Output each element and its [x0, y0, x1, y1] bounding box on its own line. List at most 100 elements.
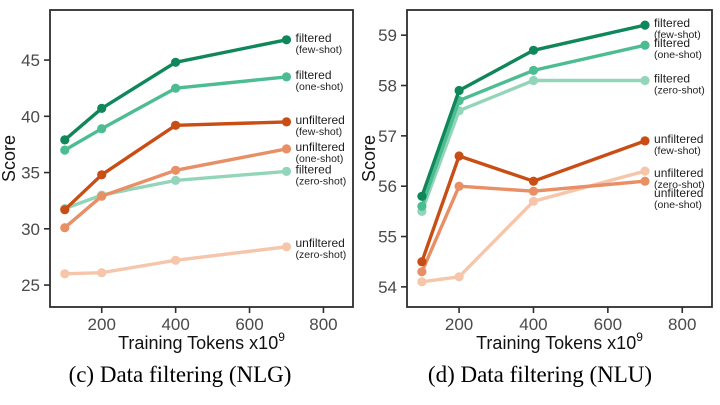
y-axis-label: Score [360, 135, 379, 182]
y-tick-label: 45 [21, 51, 40, 70]
x-tick-label: 800 [309, 315, 337, 334]
series-point-filtered-one-shot [417, 201, 427, 211]
series-point-filtered-few-shot [417, 191, 427, 201]
series-point-unfiltered-one-shot [417, 267, 427, 277]
series-sublabel-filtered-few-shot: (few-shot) [295, 44, 342, 56]
series-sublabel-filtered-zero-shot: (zero-shot) [654, 84, 705, 96]
series-point-unfiltered-one-shot [60, 223, 70, 233]
series-point-unfiltered-few-shot [640, 136, 650, 146]
y-tick-label: 59 [378, 26, 397, 45]
series-label-unfiltered-zero-shot: unfiltered [654, 166, 703, 180]
series-label-filtered-zero-shot: filtered [654, 71, 690, 85]
series-sublabel-unfiltered-one-shot: (one-shot) [295, 153, 343, 165]
series-point-unfiltered-zero-shot [171, 255, 181, 265]
y-tick-label: 30 [21, 220, 40, 239]
y-tick-label: 58 [378, 77, 397, 96]
series-point-unfiltered-zero-shot [281, 242, 292, 252]
series-point-filtered-few-shot [528, 45, 539, 55]
series-label-filtered-one-shot: filtered [295, 68, 331, 82]
series-point-unfiltered-zero-shot [60, 269, 70, 279]
x-tick-label: 400 [161, 315, 189, 334]
y-tick-label: 57 [378, 127, 397, 146]
series-point-unfiltered-few-shot [97, 170, 107, 180]
x-tick-label: 800 [668, 315, 696, 334]
series-point-filtered-one-shot [97, 124, 107, 134]
series-sublabel-filtered-zero-shot: (zero-shot) [295, 175, 346, 187]
series-sublabel-filtered-one-shot: (one-shot) [654, 49, 702, 61]
series-point-filtered-one-shot [281, 72, 292, 82]
series-point-filtered-few-shot [60, 135, 70, 145]
series-line-filtered-one-shot [420, 43, 647, 209]
series-line-unfiltered-zero-shot [63, 245, 289, 276]
x-tick-label: 600 [235, 315, 263, 334]
series-point-unfiltered-zero-shot [97, 268, 107, 278]
y-tick-label: 55 [378, 228, 397, 247]
series-point-unfiltered-few-shot [454, 151, 464, 161]
series-sublabel-unfiltered-few-shot: (few-shot) [654, 145, 701, 157]
series-point-filtered-zero-shot [528, 75, 539, 86]
series-point-unfiltered-zero-shot [417, 277, 427, 287]
x-axis-label: Training Tokens x109 [118, 330, 285, 353]
series-point-unfiltered-one-shot [171, 165, 181, 175]
series-sublabel-unfiltered-zero-shot: (zero-shot) [654, 179, 705, 191]
series-line-unfiltered-few-shot [63, 120, 289, 212]
series-point-filtered-one-shot [640, 40, 650, 50]
series-point-filtered-one-shot [60, 145, 70, 155]
series-line-filtered-few-shot [420, 23, 647, 199]
series-point-filtered-zero-shot [171, 175, 181, 185]
series-point-unfiltered-few-shot [171, 120, 181, 130]
series-point-unfiltered-one-shot [528, 186, 539, 196]
series-label-unfiltered-few-shot: unfiltered [654, 132, 703, 146]
x-tick-label: 600 [594, 315, 622, 334]
series-point-filtered-few-shot [171, 57, 181, 67]
y-tick-label: 56 [378, 177, 397, 196]
series-point-unfiltered-zero-shot [454, 272, 464, 282]
series-sublabel-filtered-few-shot: (few-shot) [654, 29, 701, 41]
panel-nlu-chart: 54 55 56 57 58 59 200 400 600 800 Training Tokens … [360, 9, 713, 353]
series-line-unfiltered-few-shot [420, 139, 647, 264]
series-point-filtered-few-shot [97, 103, 107, 113]
y-tick-label: 40 [21, 107, 40, 126]
series-label-filtered-few-shot: filtered [295, 31, 331, 45]
x-tick-label: 200 [445, 315, 473, 334]
y-tick-label: 54 [378, 278, 397, 297]
series-point-filtered-one-shot [528, 65, 539, 75]
series-label-filtered-zero-shot: filtered [295, 162, 331, 176]
series-point-filtered-few-shot [640, 20, 650, 30]
series-label-unfiltered-one-shot: unfiltered [654, 186, 703, 200]
series-point-unfiltered-zero-shot [528, 196, 539, 206]
series-line-filtered-few-shot [63, 38, 289, 142]
series-point-unfiltered-few-shot [60, 205, 70, 215]
series-point-unfiltered-few-shot [281, 117, 292, 127]
series-line-unfiltered-one-shot [63, 147, 289, 230]
series-point-unfiltered-one-shot [640, 176, 650, 186]
series-label-filtered-few-shot: filtered [654, 16, 690, 30]
series-sublabel-unfiltered-one-shot: (one-shot) [654, 199, 702, 211]
series-point-unfiltered-one-shot [454, 181, 464, 191]
series-point-filtered-zero-shot [281, 166, 292, 176]
panel-nlg-chart: 25 30 35 40 45 200 400 600 800 Training Tokens x1… [0, 9, 354, 353]
series-point-filtered-few-shot [454, 85, 464, 96]
series-point-unfiltered-one-shot [281, 144, 292, 154]
series-label-unfiltered-few-shot: unfiltered [295, 113, 344, 127]
y-tick-label: 35 [21, 164, 40, 183]
series-point-unfiltered-few-shot [528, 176, 539, 186]
series-line-filtered-zero-shot [420, 78, 647, 214]
plot-border [49, 9, 354, 308]
plot-border [406, 9, 713, 308]
series-sublabel-unfiltered-zero-shot: (zero-shot) [295, 249, 346, 261]
series-point-filtered-one-shot [171, 83, 181, 93]
series-point-unfiltered-zero-shot [640, 166, 650, 176]
y-axis-label: Score [0, 135, 19, 182]
series-point-filtered-few-shot [281, 35, 292, 45]
series-point-unfiltered-few-shot [417, 257, 427, 267]
caption-nlu: (d) Data filtering (NLU) [427, 362, 653, 387]
series-label-unfiltered-one-shot: unfiltered [295, 140, 344, 154]
caption-nlg: (c) Data filtering (NLG) [68, 362, 292, 387]
series-point-unfiltered-one-shot [97, 191, 107, 201]
x-tick-label: 400 [519, 315, 547, 334]
series-line-unfiltered-one-shot [420, 179, 647, 274]
series-point-filtered-zero-shot [640, 75, 650, 86]
series-label-filtered-one-shot: filtered [654, 36, 690, 50]
